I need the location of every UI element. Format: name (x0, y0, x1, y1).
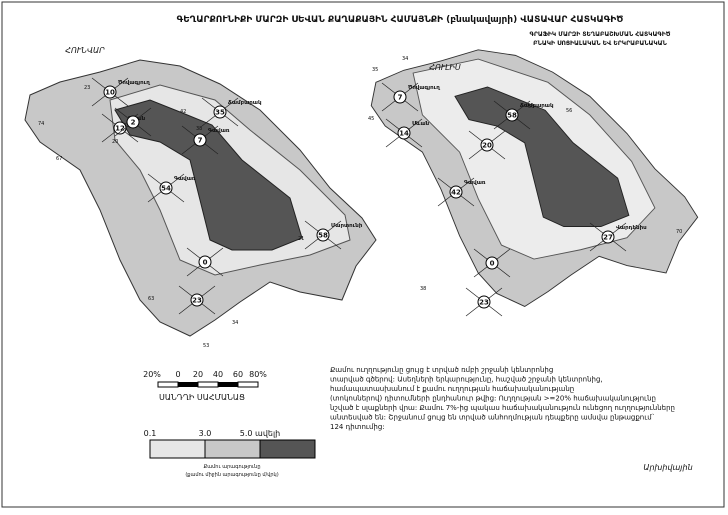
station-value: 0 (203, 259, 208, 267)
station (480, 138, 494, 152)
station (103, 85, 117, 99)
legend-label: 5.0 ավելի (240, 429, 280, 438)
station (477, 295, 491, 309)
station-value: 7 (398, 94, 403, 102)
frequency-label: 23 (84, 85, 90, 91)
note-line: Քամու ուղղությունը ցույց է տրված ռմբի շր… (330, 366, 553, 374)
station-value: 54 (161, 185, 171, 193)
scale-tick: 80% (249, 370, 267, 379)
station-name: Ծովագյուղ (408, 85, 440, 91)
station-name: Սևան (412, 121, 430, 127)
scale-tick: 20% (143, 370, 161, 379)
station-name: Գավառ (208, 128, 230, 134)
station (190, 293, 204, 307)
station (601, 230, 615, 244)
legend (149, 439, 316, 459)
frequency-label: 53 (203, 343, 209, 349)
note-line: տարված գծերով: Ասեղների երկարությունը, հ… (330, 376, 603, 384)
note-line: անտեսված են: Շրջանում ցույց են տրված անհ… (330, 414, 655, 422)
station-name: Գավառ (174, 176, 196, 182)
frequency-label: 38 (420, 286, 426, 292)
station-name: Վարդենիս (616, 225, 647, 231)
station-value: 0 (490, 260, 495, 268)
signature: Արխիվային (643, 463, 692, 472)
station-value: 58 (507, 112, 517, 120)
station-value: 10 (105, 89, 115, 97)
station-value: 35 (215, 109, 225, 117)
station-value: 2 (131, 119, 136, 127)
station-value: 42 (451, 189, 461, 197)
station-value: 12 (115, 125, 125, 133)
note-line: 124 դիտումից: (330, 423, 385, 431)
map-january (24, 59, 377, 337)
frequency-label: 50 (528, 104, 534, 110)
station (449, 185, 463, 199)
frequency-label: 45 (368, 116, 374, 122)
frequency-label: 34 (402, 56, 408, 62)
note-line: համապատասխանում է քամու ուղղության հաճախ… (330, 385, 574, 393)
map-label: ՀՈՒՆՎԱՐ (65, 46, 105, 55)
station-name: Ճամբարակ (228, 100, 262, 106)
scale-caption: ՍԱՆԴՂԻ ՍԱՀՄԱՆԱՑ (159, 393, 245, 402)
station-name: Գավառ (464, 180, 486, 186)
station (213, 105, 227, 119)
station (126, 115, 140, 129)
station-value: 23 (479, 299, 489, 307)
frequency-label: 74 (38, 121, 44, 127)
station (393, 90, 407, 104)
station-value: 14 (399, 130, 409, 138)
station (113, 121, 127, 135)
frequency-label: 38 (196, 126, 202, 132)
map-label: ՀՈՒԼԻՍ (429, 63, 461, 72)
station-name: Ծովագյուղ (118, 80, 150, 86)
scale-tick: 20 (193, 370, 203, 379)
frequency-label: 20 (112, 139, 118, 145)
station (485, 256, 499, 270)
station-value: 7 (198, 137, 203, 145)
station (198, 255, 212, 269)
frequency-label: 67 (56, 156, 62, 162)
legend-caption: Քամու արագությունը (203, 464, 260, 470)
station-name: Ճամբարակ (520, 103, 554, 109)
title: ԳԵՂԱՐՔՈՒՆԻՔԻ ՄԱՐԶԻ ՍԵՎԱՆ ՔԱՂԱՔԱՅԻՆ ՀԱՄԱՅ… (177, 15, 624, 25)
station-value: 23 (192, 297, 202, 305)
frequency-label: 21 (298, 236, 304, 242)
frequency-label: 42 (180, 109, 186, 115)
frequency-label: 63 (148, 296, 154, 302)
frequency-label: 56 (566, 108, 572, 114)
station-name: Մարտունի (331, 223, 363, 229)
subtitle: ԳՐԱՖԻԿ ՄԱՐԶԻ ՏԵՂԱԲԱՇԽՄԱՆ ՀԱՏԿԱԳԻԾ (530, 31, 671, 38)
map-july (370, 49, 699, 308)
station-value: 20 (482, 142, 492, 150)
lake (114, 99, 303, 251)
subtitle: ԲՆԱԿԻ ՍՈՑԻԱԼԱԿԱՆ ԵՎ ԵՐԿՐԱԲԱՆԱԿԱՆ (533, 40, 667, 47)
frequency-label: 35 (372, 67, 378, 73)
station (159, 181, 173, 195)
frequency-label: 70 (676, 229, 682, 235)
station-value: 58 (318, 232, 328, 240)
station (193, 133, 207, 147)
legend-label: 3.0 (199, 429, 212, 438)
note-line: (տոկոսներով) դիտումների ընդհանուր թվից: … (330, 395, 656, 403)
station (316, 228, 330, 242)
note-line: նշված է սլաքների վրա: Քամու 7%-ից պակաս … (329, 404, 675, 412)
scale-tick: 0 (175, 370, 180, 379)
scale-tick: 40 (213, 370, 223, 379)
station (397, 126, 411, 140)
scale-bar (157, 381, 259, 388)
scale-tick: 60 (233, 370, 243, 379)
legend-label: 0.1 (144, 429, 157, 438)
lake (454, 86, 630, 227)
legend-subcaption: (քամու միջին արագությունը մ/վրկ) (185, 472, 278, 478)
frequency-label: 34 (232, 320, 238, 326)
station-value: 27 (603, 234, 613, 242)
station (505, 108, 519, 122)
